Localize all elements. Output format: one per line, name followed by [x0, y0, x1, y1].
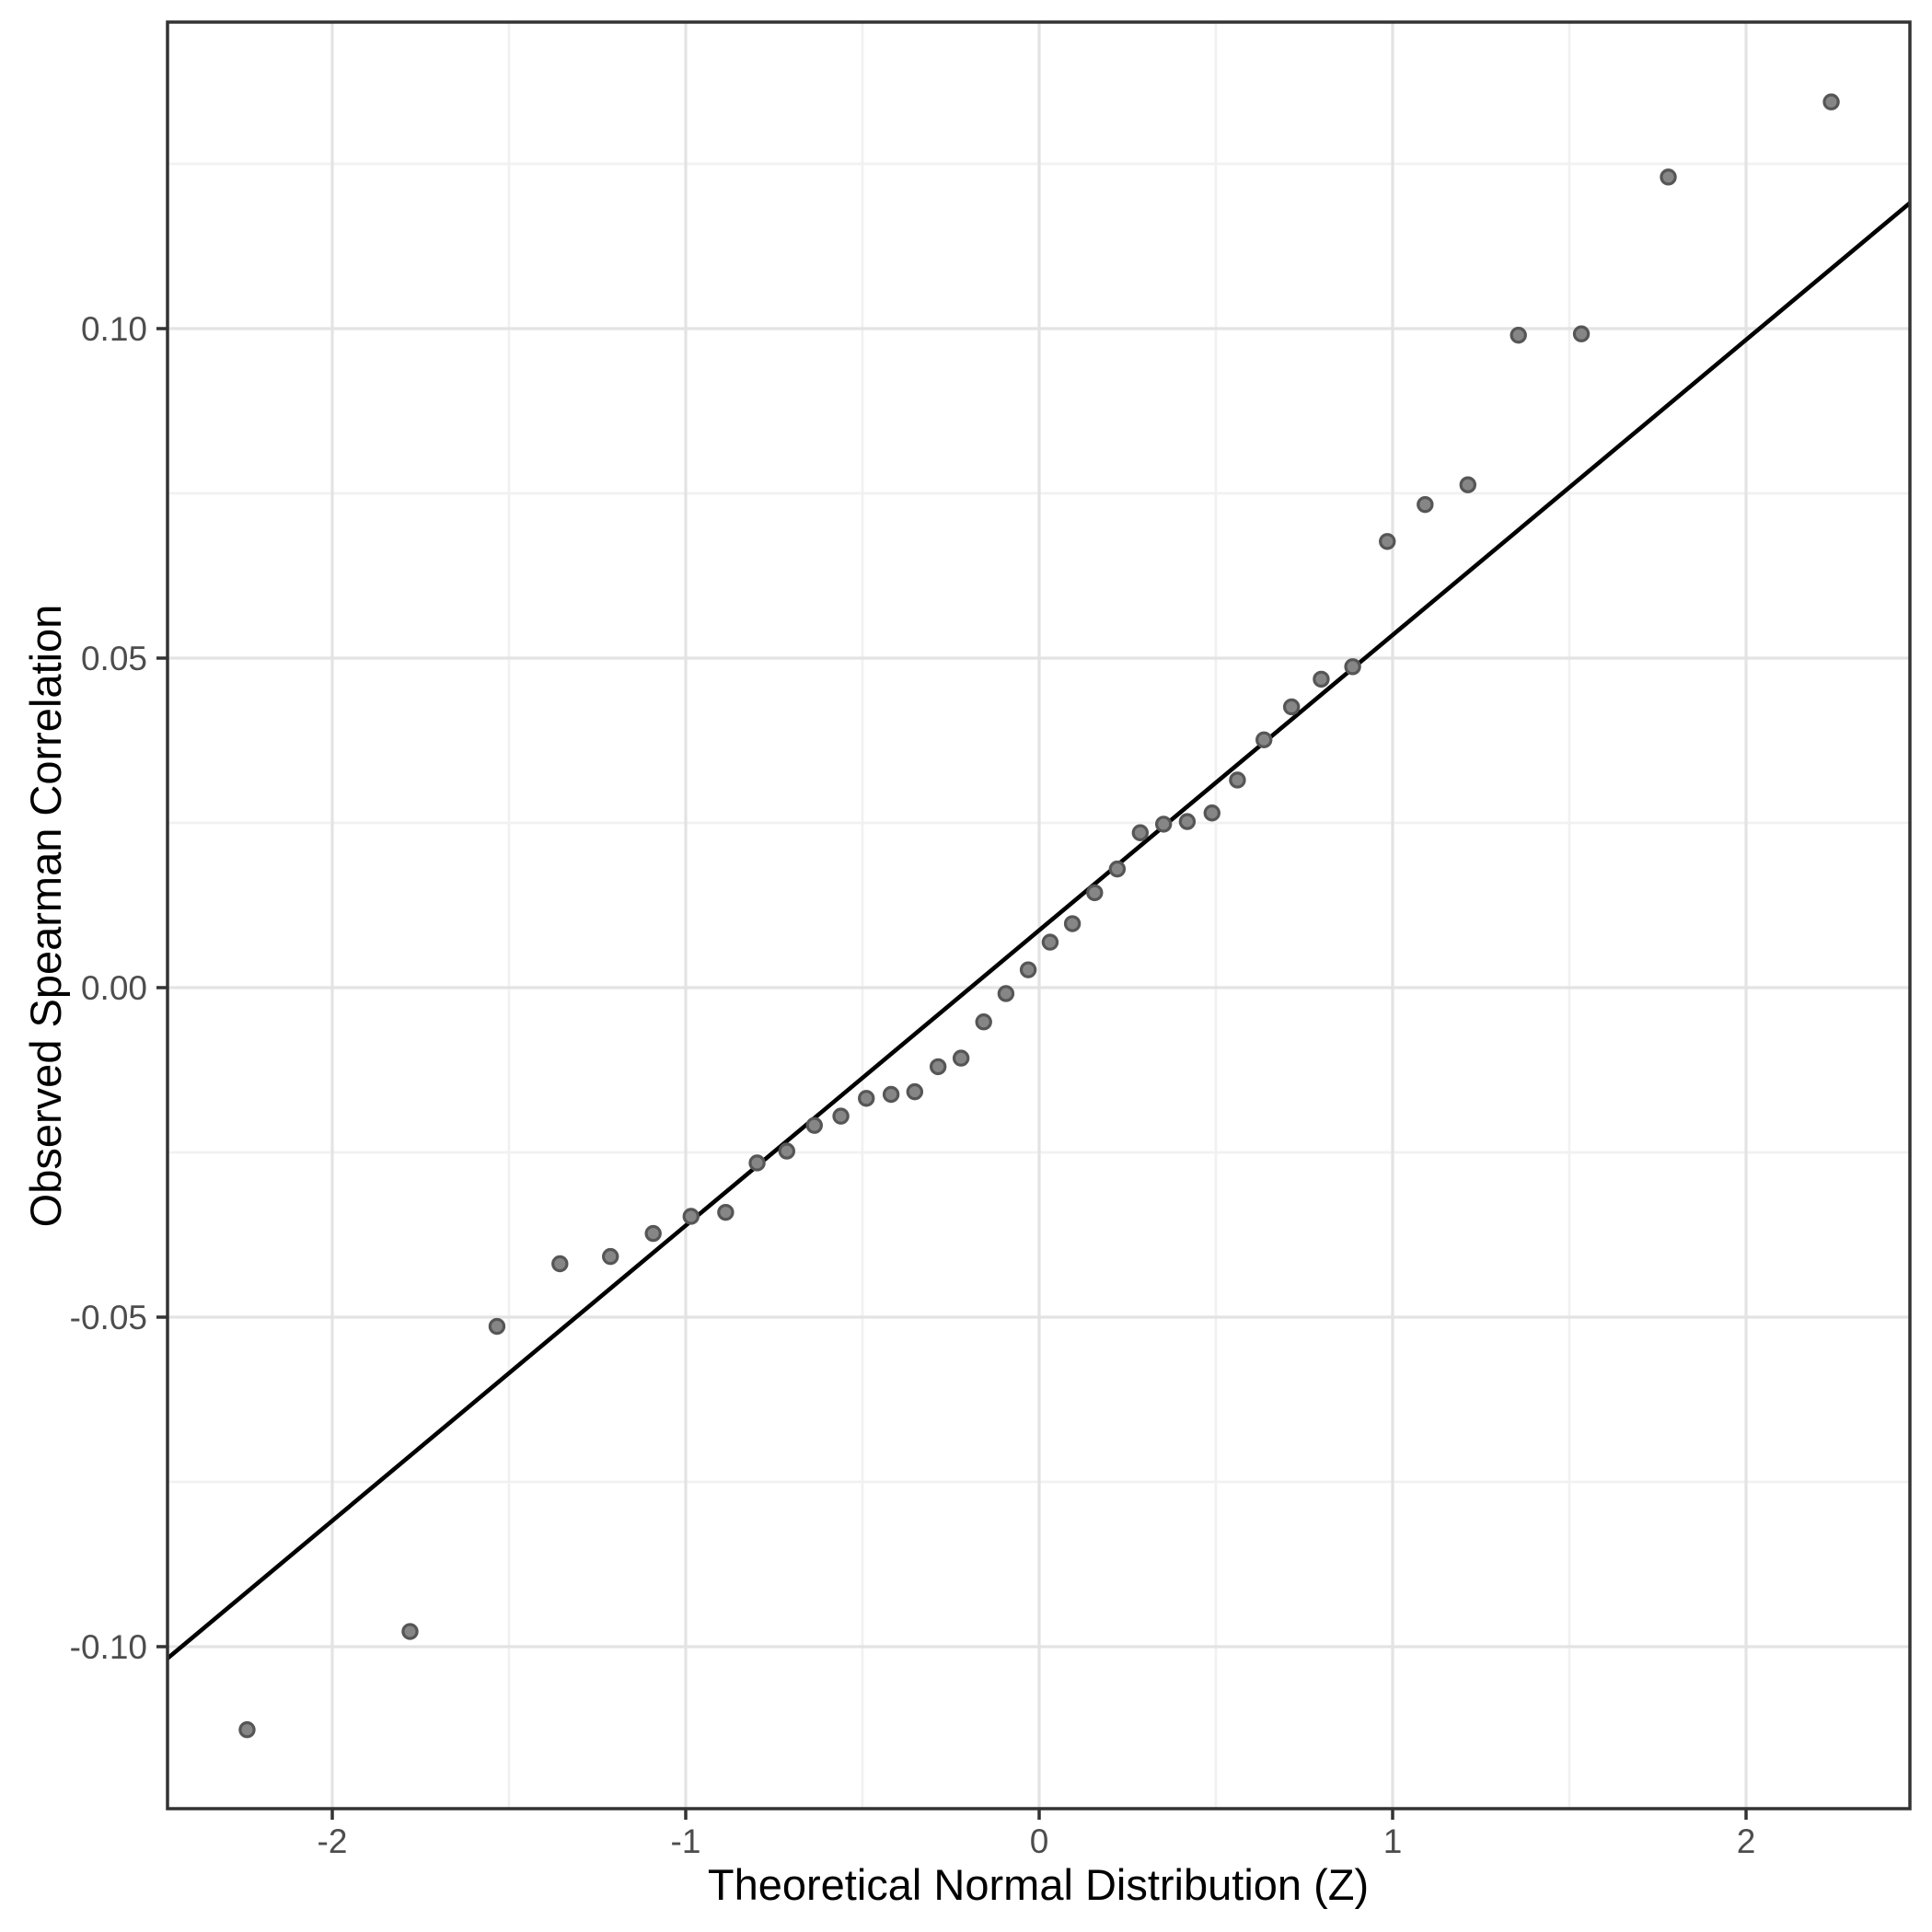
data-point: [1459, 476, 1476, 493]
data-point: [1041, 933, 1059, 951]
data-point: [1178, 813, 1197, 830]
data-point: [401, 1623, 419, 1640]
data-point: [1229, 771, 1246, 789]
data-point: [858, 1090, 875, 1107]
data-point: [882, 1085, 900, 1104]
data-point: [975, 1013, 992, 1031]
data-point: [1019, 961, 1037, 978]
data-point: [1379, 533, 1396, 550]
data-point: [717, 1203, 735, 1221]
data-point: [682, 1208, 700, 1225]
data-point: [1154, 816, 1173, 833]
data-point: [1417, 495, 1434, 514]
data-point: [832, 1107, 850, 1125]
data-point: [1203, 804, 1221, 822]
data-point: [1822, 93, 1840, 110]
data-point: [1108, 860, 1127, 878]
y-axis-title: Observed Spearman Correlation: [21, 605, 70, 1228]
data-point: [488, 1317, 506, 1336]
data-point: [1572, 325, 1591, 342]
data-point: [1131, 824, 1150, 841]
data-point: [1510, 326, 1527, 344]
y-axis-tick-labels: 0.10 0.05 0.00 -0.05 -0.10: [70, 310, 147, 1666]
data-point: [238, 1721, 256, 1739]
qq-reference-line-group: [166, 201, 1912, 1660]
data-point: [952, 1049, 970, 1067]
y-tick-label: -0.10: [70, 1628, 147, 1666]
qq-reference-line: [166, 201, 1912, 1660]
data-point: [551, 1255, 569, 1273]
x-tick-label: 0: [1030, 1822, 1049, 1860]
x-tick-label: 2: [1737, 1822, 1756, 1860]
data-point: [805, 1116, 823, 1134]
data-point: [748, 1154, 766, 1172]
data-point: [778, 1142, 796, 1160]
data-point: [1313, 670, 1330, 688]
data-point: [929, 1058, 947, 1076]
scatter-points: [238, 93, 1840, 1739]
x-tick-label: -1: [671, 1822, 701, 1860]
data-point: [602, 1247, 619, 1266]
x-tick-label: -2: [318, 1822, 348, 1860]
data-point: [1344, 658, 1361, 676]
x-axis-tick-labels: -2 -1 0 1 2: [318, 1822, 1756, 1860]
data-point: [1063, 915, 1082, 932]
axis-tick-marks: [156, 327, 1748, 1820]
data-point: [997, 985, 1015, 1002]
x-tick-label: 1: [1383, 1822, 1403, 1860]
y-tick-label: 0.00: [81, 969, 147, 1007]
data-point: [644, 1224, 662, 1243]
data-point: [1086, 884, 1104, 902]
data-point: [1282, 698, 1301, 716]
major-gridlines: [168, 22, 1910, 1809]
y-tick-label: -0.05: [70, 1299, 147, 1336]
data-point: [906, 1082, 924, 1101]
y-tick-label: 0.05: [81, 640, 147, 677]
y-tick-label: 0.10: [81, 310, 147, 348]
x-axis-title: Theoretical Normal Distribution (Z): [708, 1860, 1369, 1909]
data-point: [1660, 168, 1677, 186]
data-point: [1255, 731, 1273, 748]
